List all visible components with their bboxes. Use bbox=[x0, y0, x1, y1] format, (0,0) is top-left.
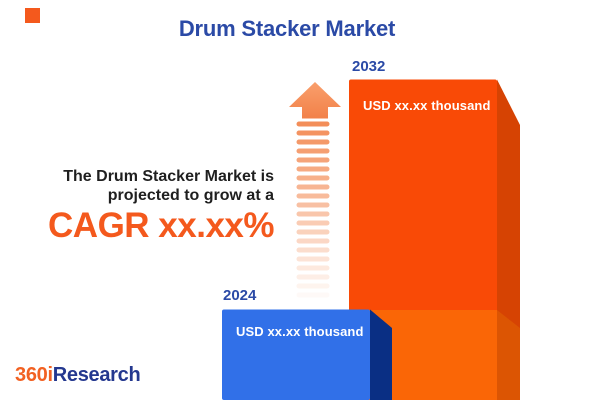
bar-2032 bbox=[349, 79, 520, 400]
arrow-stripe bbox=[296, 130, 330, 136]
bar-value-2032: USD xx.xx thousand bbox=[363, 98, 491, 113]
arrow-stripe bbox=[296, 238, 330, 244]
arrow-stripe bbox=[296, 274, 330, 280]
arrow-stripe bbox=[296, 247, 330, 253]
bar-value-2024: USD xx.xx thousand bbox=[236, 324, 364, 339]
page-title: Drum Stacker Market bbox=[178, 16, 396, 41]
arrow-stripe bbox=[296, 193, 330, 199]
promo-line-1: The Drum Stacker Market is bbox=[63, 168, 274, 185]
arrow-stripe bbox=[296, 283, 330, 289]
arrow-stripe bbox=[296, 148, 330, 154]
arrow-stripe bbox=[296, 292, 330, 298]
arrow-stripe bbox=[296, 220, 330, 226]
growth-arrow-icon bbox=[289, 82, 341, 298]
year-label-2024: 2024 bbox=[223, 287, 257, 304]
brand-mark-square bbox=[25, 8, 40, 23]
promo-text-block: The Drum Stacker Market is projected to … bbox=[48, 167, 274, 245]
arrow-stripe bbox=[296, 202, 330, 208]
arrow-stripe bbox=[296, 229, 330, 235]
arrow-stripe bbox=[296, 265, 330, 271]
arrow-stripe bbox=[296, 139, 330, 145]
arrow-stripe bbox=[296, 175, 330, 181]
logo-part-research: Research bbox=[52, 364, 141, 386]
arrow-stripes bbox=[296, 121, 330, 298]
arrow-stripe bbox=[296, 256, 330, 262]
arrow-stripe bbox=[296, 184, 330, 190]
bar-2024-front-face bbox=[222, 309, 370, 400]
year-label-2032: 2032 bbox=[352, 58, 386, 75]
bar-2024-side-face bbox=[370, 309, 392, 400]
company-logo: 360iResearch bbox=[15, 364, 141, 387]
bar-2032-side-face-lower bbox=[497, 310, 520, 400]
promo-line-2: projected to grow at a bbox=[107, 187, 274, 204]
logo-part-360i: 360i bbox=[15, 364, 53, 386]
arrow-stripe bbox=[296, 157, 330, 163]
bar-2024 bbox=[222, 309, 392, 400]
arrow-stripe bbox=[296, 121, 330, 127]
arrow-stripe bbox=[296, 166, 330, 172]
arrow-head bbox=[289, 82, 341, 119]
cagr-text: CAGR xx.xx% bbox=[48, 206, 274, 245]
arrow-stripe bbox=[296, 211, 330, 217]
